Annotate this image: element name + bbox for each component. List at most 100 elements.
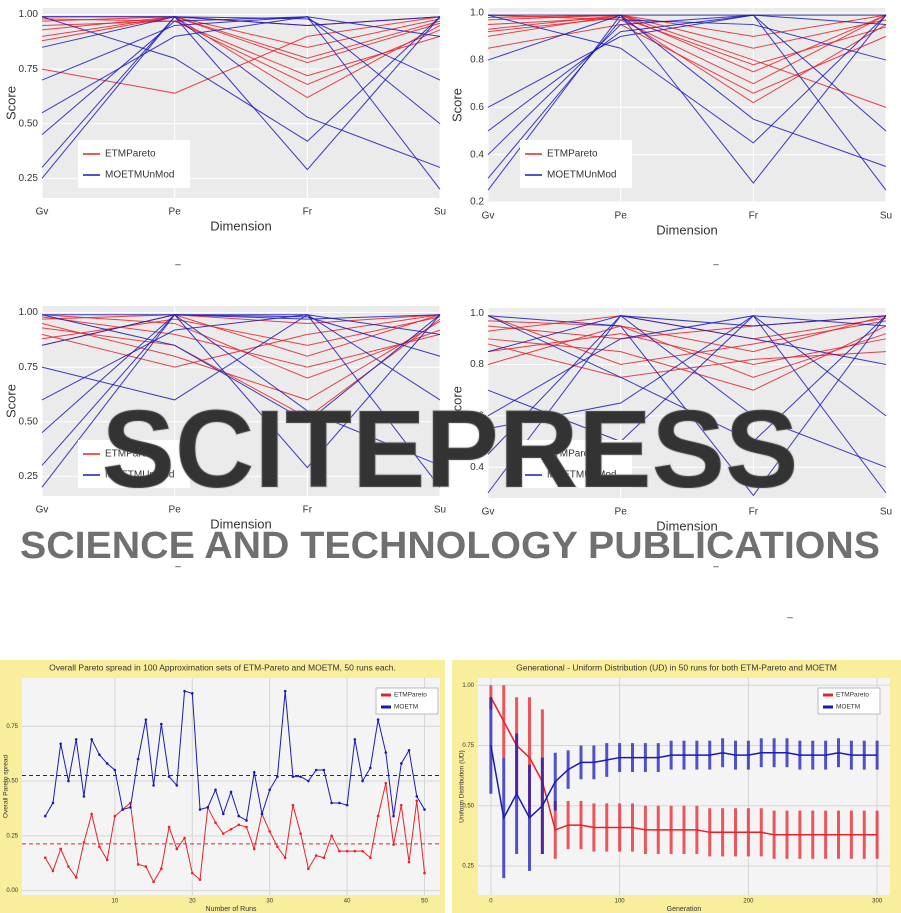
legend-label: ETMPareto — [836, 692, 869, 699]
point — [330, 801, 333, 805]
y-tick-label: 0.6 — [470, 102, 484, 113]
y-axis-label: Overall Pareto spread — [3, 755, 10, 819]
point — [43, 856, 47, 860]
y-tick-label: 1.00 — [19, 307, 39, 318]
y-tick-label: 1.0 — [470, 308, 484, 319]
point — [376, 718, 380, 721]
point — [67, 865, 70, 868]
x-tick-label: 40 — [344, 899, 351, 905]
point — [183, 836, 186, 840]
point — [105, 762, 109, 765]
point — [229, 790, 233, 794]
x-tick-label: 100 — [615, 899, 626, 905]
x-tick-label: Pe — [169, 207, 182, 218]
profile-line — [41, 18, 441, 85]
profile-line — [41, 16, 441, 114]
figure-caption: – — [713, 260, 719, 271]
point — [51, 869, 55, 873]
x-tick-label: Fr — [749, 211, 759, 222]
point — [314, 854, 318, 857]
x-tick-label: 0 — [489, 899, 493, 905]
point — [291, 803, 295, 807]
point — [407, 749, 411, 752]
figure-caption: – — [175, 260, 181, 271]
point — [245, 819, 248, 822]
point — [307, 779, 310, 783]
profile-line — [487, 315, 887, 430]
series-line — [490, 745, 878, 821]
profile-line — [41, 320, 441, 401]
legend-box — [78, 140, 190, 188]
point — [384, 751, 388, 754]
profile-line — [41, 314, 441, 401]
y-tick-label: 0.00 — [6, 888, 18, 894]
point — [392, 814, 395, 818]
x-tick-label: 20 — [189, 899, 196, 905]
point — [283, 856, 287, 860]
point — [190, 871, 194, 875]
profile-line — [487, 315, 887, 366]
x-tick-label: Pe — [615, 211, 628, 222]
profile-line — [42, 16, 441, 171]
y-tick-label: 0.75 — [19, 362, 39, 373]
point — [345, 803, 349, 807]
point — [129, 806, 132, 809]
point — [214, 821, 217, 824]
point — [384, 781, 388, 785]
profile-line — [487, 16, 887, 104]
point — [98, 753, 101, 757]
point — [361, 849, 364, 853]
point — [252, 847, 256, 851]
profile-line — [41, 20, 441, 77]
point — [353, 849, 357, 853]
y-tick-label: 0.75 — [6, 724, 18, 730]
point — [369, 856, 372, 860]
point — [160, 722, 163, 726]
profile-line — [487, 14, 887, 49]
y-tick-label: 0.50 — [462, 803, 474, 809]
y-tick-label: 0.75 — [462, 743, 474, 749]
y-tick-label: 0.25 — [19, 173, 39, 184]
series-line — [490, 696, 878, 836]
point — [67, 779, 70, 783]
profile-line — [41, 314, 441, 401]
point — [330, 834, 333, 838]
point — [276, 775, 279, 778]
point — [105, 858, 109, 862]
point — [82, 795, 86, 798]
y-tick-label: 0.25 — [6, 833, 18, 839]
point — [74, 738, 78, 741]
point — [221, 832, 225, 835]
point — [190, 692, 194, 695]
point — [43, 814, 47, 818]
point — [376, 814, 380, 818]
profile-line — [487, 14, 887, 108]
x-axis-label: Number of Runs — [206, 906, 257, 913]
profile-line — [41, 16, 441, 125]
point — [175, 784, 179, 787]
profile-line — [487, 24, 887, 94]
x-tick-label: Su — [880, 507, 892, 518]
point — [415, 795, 419, 798]
point — [423, 808, 426, 811]
figure-caption: – — [787, 613, 793, 624]
series-line — [44, 690, 425, 822]
x-axis-label: Dimension — [210, 218, 271, 233]
point — [345, 849, 349, 853]
y-tick-label: 0.6 — [470, 410, 484, 421]
profile-line — [487, 315, 887, 443]
profile-line — [487, 14, 887, 167]
point — [237, 823, 241, 827]
chart-title: Generational - Uniform Distribution (UD)… — [516, 662, 837, 672]
y-tick-label: 0.50 — [6, 779, 18, 785]
point — [291, 775, 295, 778]
point — [322, 856, 326, 860]
point — [322, 768, 326, 772]
y-axis-label: Score — [449, 88, 464, 122]
y-axis-label: Score — [449, 386, 464, 420]
y-tick-label: 0.75 — [19, 64, 39, 75]
x-tick-label: Fr — [303, 207, 313, 218]
point — [245, 825, 248, 829]
point — [338, 801, 341, 805]
x-tick-label: 50 — [421, 899, 428, 905]
